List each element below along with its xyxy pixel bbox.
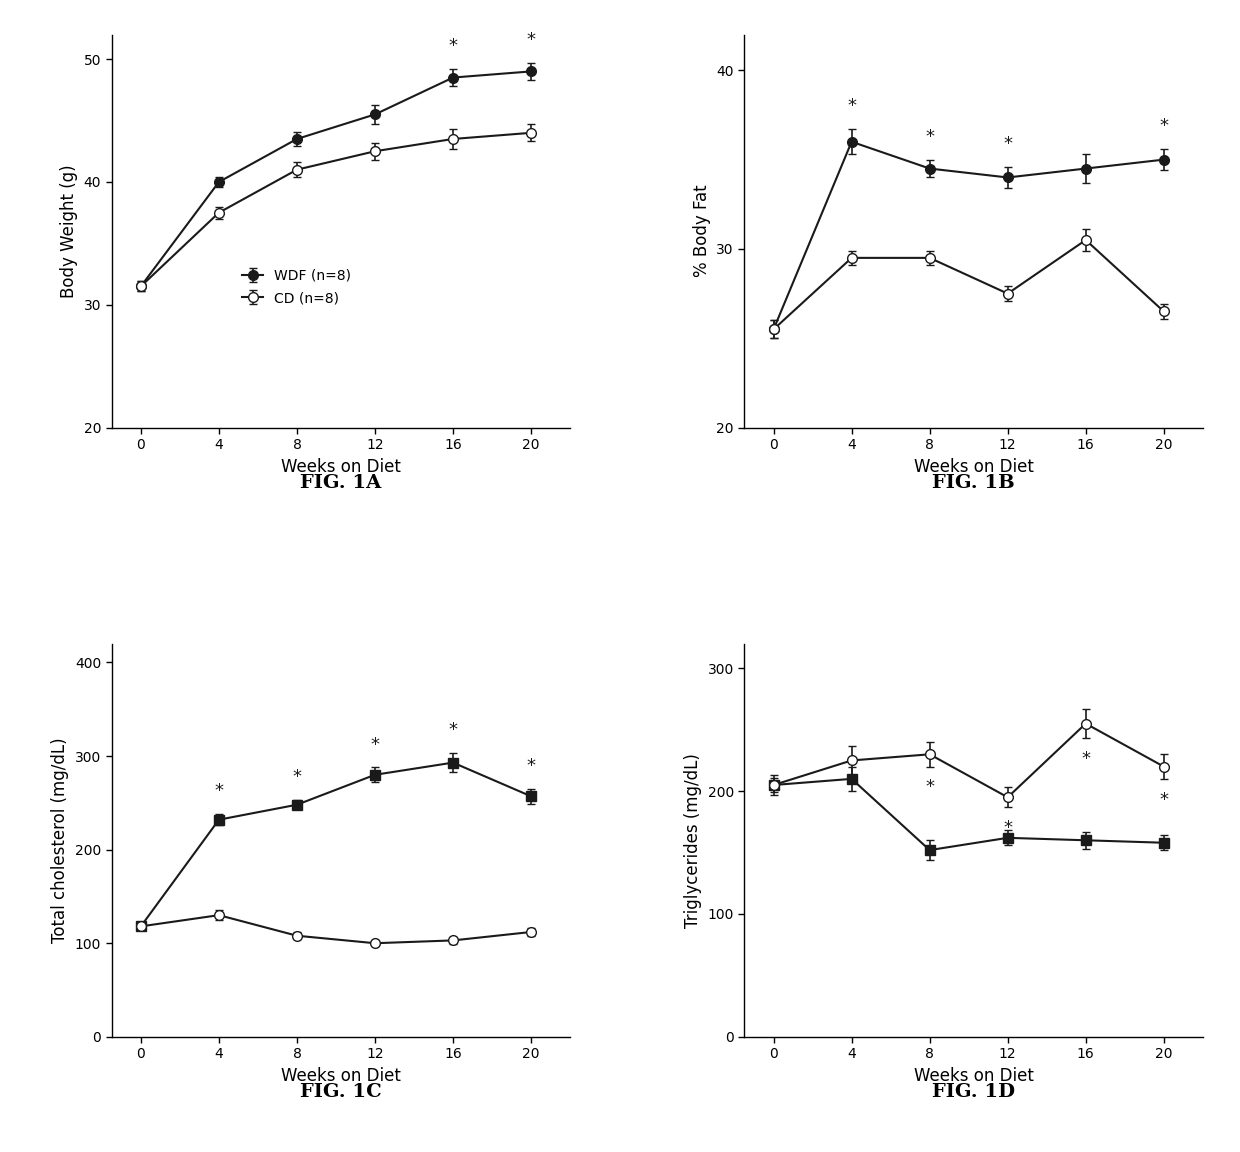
- Text: *: *: [1159, 790, 1168, 809]
- Text: FIG. 1C: FIG. 1C: [300, 1083, 382, 1101]
- Text: FIG. 1D: FIG. 1D: [932, 1083, 1016, 1101]
- Y-axis label: Body Weight (g): Body Weight (g): [60, 165, 78, 298]
- X-axis label: Weeks on Diet: Weeks on Diet: [914, 1067, 1033, 1085]
- Text: *: *: [527, 31, 536, 50]
- Y-axis label: Triglycerides (mg/dL): Triglycerides (mg/dL): [684, 753, 702, 927]
- Text: *: *: [1003, 819, 1012, 836]
- Text: *: *: [925, 128, 934, 146]
- Text: *: *: [925, 779, 934, 796]
- Text: *: *: [1003, 135, 1012, 153]
- Text: *: *: [371, 735, 379, 753]
- Legend: WDF (n=8), CD (n=8): WDF (n=8), CD (n=8): [237, 263, 357, 311]
- Text: *: *: [293, 768, 301, 787]
- Text: *: *: [449, 37, 458, 55]
- Y-axis label: % Body Fat: % Body Fat: [693, 184, 711, 278]
- Text: FIG. 1B: FIG. 1B: [932, 473, 1014, 492]
- Text: *: *: [215, 782, 223, 801]
- Text: *: *: [527, 757, 536, 775]
- Text: *: *: [1081, 750, 1090, 768]
- Text: *: *: [1159, 118, 1168, 135]
- Y-axis label: Total cholesterol (mg/dL): Total cholesterol (mg/dL): [51, 737, 69, 943]
- X-axis label: Weeks on Diet: Weeks on Diet: [281, 457, 401, 476]
- Text: *: *: [449, 721, 458, 740]
- X-axis label: Weeks on Diet: Weeks on Diet: [914, 457, 1033, 476]
- Text: FIG. 1A: FIG. 1A: [300, 473, 382, 492]
- Text: *: *: [847, 98, 856, 115]
- X-axis label: Weeks on Diet: Weeks on Diet: [281, 1067, 401, 1085]
